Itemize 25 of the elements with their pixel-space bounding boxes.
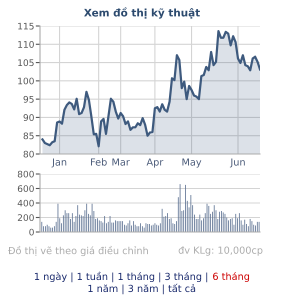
- text: Đồ thị vẽ theo giá điều chỉnh: [8, 246, 148, 256]
- x-tick-label: Apr: [146, 158, 164, 168]
- text: 6 tháng: [213, 272, 250, 282]
- chart-title: Xem đồ thị kỹ thuật: [84, 7, 200, 19]
- x-tick-label: Mar: [112, 158, 130, 166]
- text: 1 năm | 3 năm | tất cả: [88, 284, 196, 294]
- x-tick-label: May: [182, 158, 202, 168]
- y-tick-label: 90: [24, 114, 34, 121]
- y-tick-label: 110: [18, 41, 34, 48]
- y-tick-label: 115: [18, 22, 34, 30]
- y-tick-label: 400: [18, 200, 34, 207]
- text: 1 ngày | 1 tuần | 1 tháng | 3 tháng |: [34, 272, 208, 282]
- y-tick-label: 100: [18, 78, 34, 84]
- x-tick-label: Jun: [230, 158, 245, 168]
- x-tick-label: Jan: [52, 158, 66, 168]
- y-tick-label: 85: [24, 132, 34, 140]
- y-tick-label: 95: [24, 96, 34, 103]
- y-tick-label: 80: [24, 150, 34, 158]
- y-tick-label: 0: [29, 228, 34, 236]
- y-tick-label: 800: [18, 170, 34, 178]
- y-tick-label: 200: [18, 214, 34, 222]
- y-tick-label: 600: [18, 185, 34, 192]
- y-tick-label: 105: [18, 59, 34, 66]
- x-tick-label: Feb: [91, 158, 107, 166]
- text: đv KLg: 10,000cp: [178, 246, 262, 256]
